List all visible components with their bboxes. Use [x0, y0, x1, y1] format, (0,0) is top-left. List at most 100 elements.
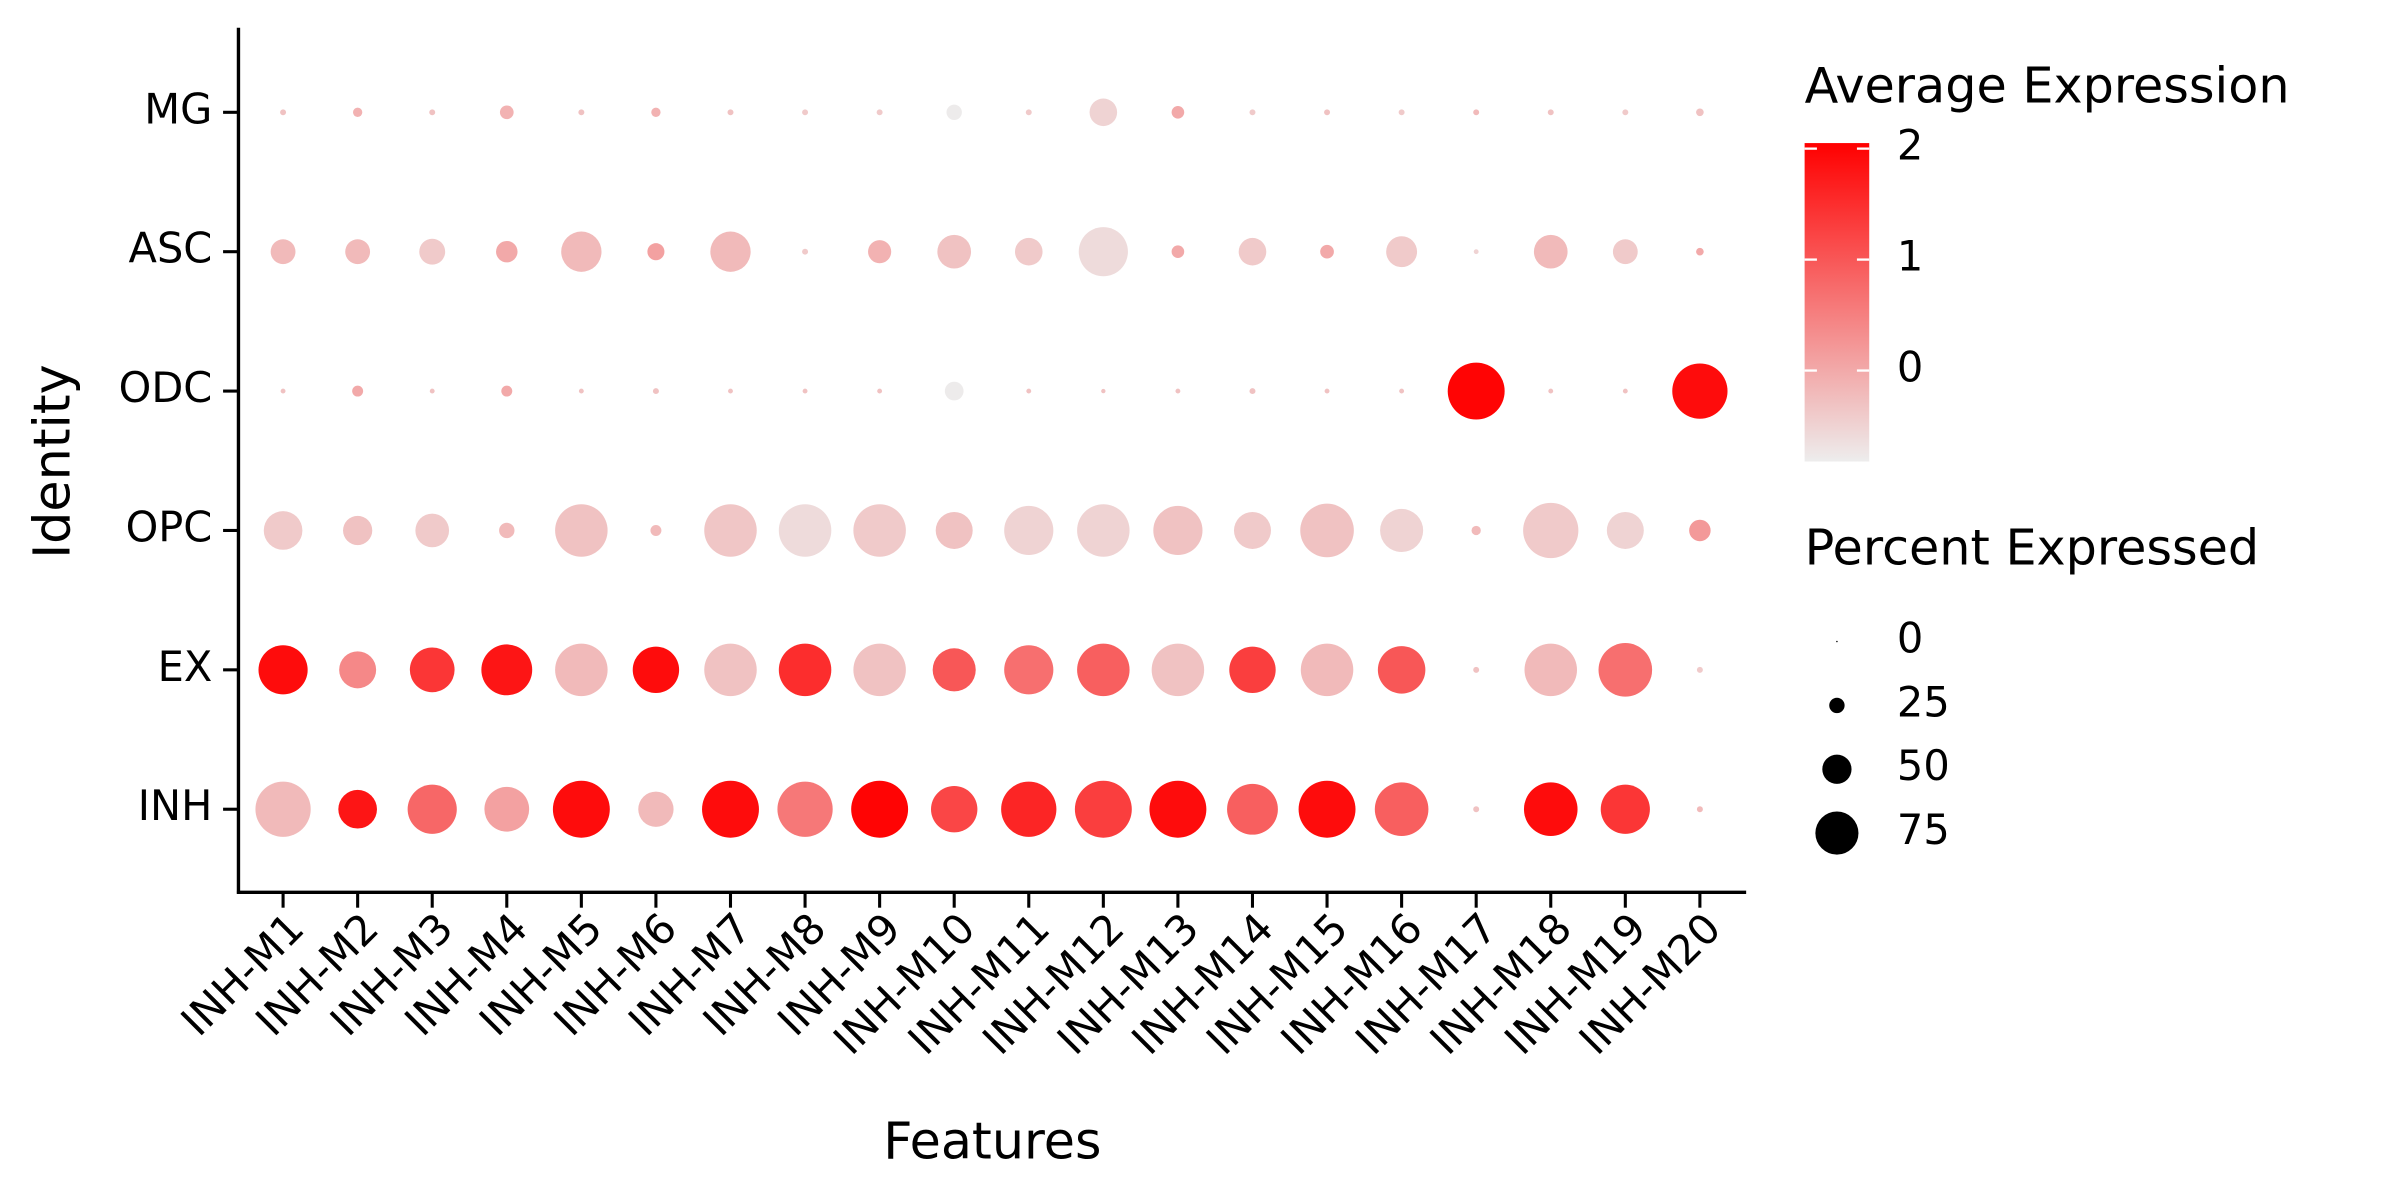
dot	[1233, 511, 1271, 549]
dot	[650, 524, 662, 536]
dot	[1399, 388, 1405, 394]
size-tick-label: 0	[1897, 614, 1923, 663]
dot	[1398, 109, 1405, 116]
dot	[1324, 109, 1331, 116]
y-tick-label: MG	[144, 84, 212, 133]
dot	[339, 651, 377, 689]
dot	[1004, 505, 1054, 556]
dot	[1473, 806, 1480, 813]
dot	[702, 780, 759, 838]
dot	[853, 643, 906, 697]
dot	[876, 109, 883, 116]
dot	[1149, 780, 1207, 838]
dot	[501, 385, 513, 397]
dot	[1374, 782, 1429, 837]
dot	[1249, 109, 1256, 116]
dot	[652, 388, 659, 395]
color-tick-label: 1	[1897, 232, 1923, 281]
dot	[1548, 388, 1554, 394]
size-legend-title: Percent Expressed	[1805, 518, 2260, 576]
dot	[1227, 783, 1278, 835]
dot	[1547, 109, 1554, 116]
dot	[651, 107, 661, 117]
dot	[1025, 109, 1032, 116]
dot	[352, 385, 364, 397]
dot	[944, 381, 964, 401]
dot	[1229, 646, 1276, 694]
dot	[1001, 781, 1057, 837]
dot	[728, 388, 733, 394]
dot	[935, 511, 973, 549]
dot	[1672, 363, 1728, 419]
dot	[338, 789, 377, 829]
dot	[1696, 108, 1704, 117]
size-tick-label: 50	[1897, 741, 1950, 790]
y-tick-label: ASC	[129, 224, 213, 273]
dot	[710, 231, 751, 272]
dot	[1600, 784, 1650, 834]
dot	[930, 786, 978, 833]
dot	[802, 388, 808, 394]
dot	[255, 781, 311, 837]
dot	[1473, 249, 1479, 255]
dot	[802, 109, 809, 116]
dot	[561, 231, 602, 272]
dot	[1622, 388, 1628, 394]
dot	[1598, 643, 1653, 697]
size-key	[1815, 811, 1859, 855]
dot	[1533, 234, 1568, 269]
dot	[946, 104, 962, 120]
dot	[1320, 244, 1334, 259]
dot	[1524, 643, 1578, 697]
dot	[1298, 780, 1356, 838]
dot	[727, 109, 734, 116]
dot	[1238, 237, 1267, 266]
dot	[1026, 388, 1032, 394]
dot	[1324, 388, 1330, 394]
dot	[1606, 511, 1644, 549]
color-tick-label: 2	[1897, 121, 1923, 170]
dot	[1696, 247, 1704, 256]
dot	[868, 240, 892, 264]
dot	[499, 105, 514, 120]
y-tick-label: OPC	[126, 502, 213, 551]
dot	[1078, 227, 1128, 277]
dot	[429, 109, 436, 116]
dot	[853, 504, 906, 557]
dot	[1622, 109, 1629, 116]
dot	[1523, 502, 1579, 559]
dot	[1300, 503, 1354, 558]
y-tick-label: ODC	[119, 363, 213, 412]
dot	[1300, 643, 1354, 697]
dot	[484, 786, 530, 832]
dot	[647, 243, 665, 261]
dot	[1473, 666, 1480, 673]
dot	[638, 791, 674, 827]
dot	[1612, 239, 1638, 265]
dot	[429, 388, 435, 394]
dot	[555, 643, 608, 697]
dot	[578, 109, 585, 116]
dot	[1386, 236, 1418, 268]
color-tick-label: 0	[1897, 343, 1923, 392]
dot	[778, 504, 832, 557]
dot	[258, 645, 308, 695]
size-tick-label: 25	[1897, 677, 1950, 726]
dot	[280, 388, 286, 394]
dot	[578, 388, 584, 394]
dot	[280, 109, 287, 116]
dot	[1523, 782, 1578, 837]
dot	[704, 643, 757, 697]
dot	[1175, 388, 1181, 394]
dot	[1077, 643, 1130, 697]
dot	[481, 644, 533, 696]
dot	[802, 248, 809, 255]
dot	[1447, 362, 1505, 420]
dot	[1171, 106, 1185, 119]
dot	[1077, 504, 1130, 557]
color-legend-title: Average Expression	[1805, 57, 2290, 115]
dot	[1153, 505, 1203, 556]
dot	[499, 522, 515, 539]
dot	[1004, 645, 1054, 695]
dot	[1089, 98, 1118, 127]
